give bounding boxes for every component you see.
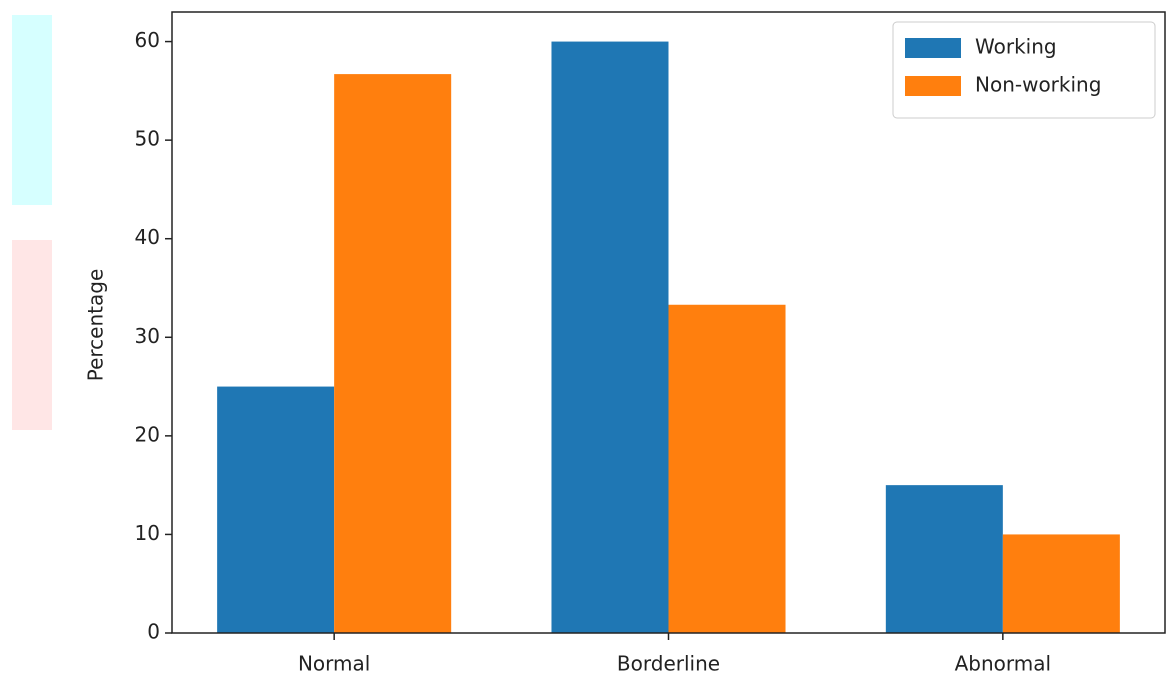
legend-swatch [905, 38, 961, 58]
legend-label: Non-working [975, 73, 1101, 97]
y-tick-label: 20 [135, 422, 160, 446]
x-tick-label: Abnormal [955, 652, 1051, 676]
x-tick-label: Borderline [617, 652, 720, 676]
bar [551, 41, 669, 634]
y-tick-label: 10 [135, 521, 160, 545]
bar [217, 386, 335, 633]
decoration [12, 15, 52, 205]
y-tick-label: 60 [135, 28, 160, 52]
bar [668, 304, 786, 633]
plot-frame [171, 11, 1166, 634]
bar [334, 74, 452, 634]
decoration [12, 240, 52, 430]
legend-swatch [905, 76, 961, 96]
legend-label: Working [975, 35, 1057, 59]
y-tick-label: 30 [135, 324, 160, 348]
y-tick-label: 40 [135, 225, 160, 249]
bar [1002, 534, 1120, 633]
y-tick-label: 50 [135, 127, 160, 151]
y-tick-label: 0 [147, 620, 160, 644]
x-tick-label: Normal [298, 652, 370, 676]
bar [885, 485, 1003, 633]
y-axis-label: Percentage [84, 269, 108, 382]
